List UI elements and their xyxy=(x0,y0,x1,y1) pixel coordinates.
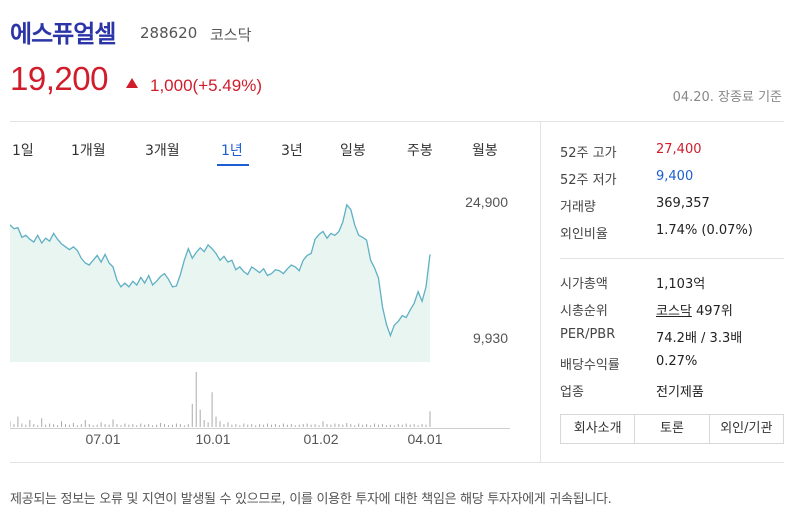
divider xyxy=(10,462,784,463)
info-label: 52주 고가 xyxy=(560,146,617,161)
info-label: 52주 저가 xyxy=(560,173,617,188)
tab-1month[interactable]: 1개월 xyxy=(71,143,106,159)
company-button-group: 회사소개 토론 외인/기관 xyxy=(560,414,784,444)
x-axis: 07.01 10.01 01.02 04.01 xyxy=(85,431,442,447)
info-row-52w-low: 52주 저가 9,400 xyxy=(560,169,790,189)
info-row-foreign: 외인비율 1.74% (0.07%) xyxy=(560,223,790,243)
info-row-52w-high: 52주 고가 27,400 xyxy=(560,142,790,162)
info-label: 배당수익률 xyxy=(560,358,620,373)
divider xyxy=(560,258,784,259)
x-tick-label: 01.02 xyxy=(303,431,338,447)
chart-baseline xyxy=(10,428,510,429)
stock-header: 에스퓨얼셀 288620 코스닥 19,200 1,000(+5.49%) 04… xyxy=(0,0,794,120)
info-row-sector: 업종 전기제품 xyxy=(560,381,790,401)
stock-code: 288620 xyxy=(140,24,198,42)
info-label: 거래량 xyxy=(560,200,596,215)
rank-market-link[interactable]: 코스닥 xyxy=(656,304,692,319)
info-label: 시가총액 xyxy=(560,277,608,292)
tab-daily[interactable]: 일봉 xyxy=(340,143,366,159)
divider xyxy=(540,122,541,462)
y-min-label: 9,930 xyxy=(473,330,508,346)
info-row-rank: 시총순위 코스닥 497위 xyxy=(560,300,790,320)
info-label: 업종 xyxy=(560,385,584,400)
stock-market: 코스닥 xyxy=(210,26,252,44)
foreign-institution-button[interactable]: 외인/기관 xyxy=(720,421,773,436)
tab-3month[interactable]: 3개월 xyxy=(145,143,180,159)
disclaimer-text: 제공되는 정보는 오류 및 지연이 발생될 수 있으므로, 이를 이용한 투자에… xyxy=(10,492,612,507)
sector-link[interactable]: 전기제품 xyxy=(656,385,704,400)
info-label: 시총순위 xyxy=(560,304,608,319)
price-change: 1,000(+5.49%) xyxy=(150,76,262,95)
info-label: PER/PBR xyxy=(560,327,616,342)
info-value: 1,103억 xyxy=(656,277,706,292)
tab-1day[interactable]: 1일 xyxy=(12,143,34,159)
info-value: 9,400 xyxy=(656,169,694,184)
tab-monthly[interactable]: 월봉 xyxy=(472,143,498,159)
x-tick-label: 04.01 xyxy=(407,431,442,447)
stock-name[interactable]: 에스퓨얼셀 xyxy=(10,20,116,48)
info-row-marketcap: 시가총액 1,103억 xyxy=(560,273,790,293)
active-tab-indicator xyxy=(217,164,249,166)
up-arrow-icon xyxy=(126,78,138,88)
rank-value: 497위 xyxy=(696,304,733,319)
tab-3year[interactable]: 3년 xyxy=(281,143,303,159)
company-info-button[interactable]: 회사소개 xyxy=(561,415,636,443)
info-value: 369,357 xyxy=(656,196,710,211)
tab-weekly[interactable]: 주봉 xyxy=(407,143,433,159)
x-tick-label: 07.01 xyxy=(85,431,120,447)
info-row-dividend: 배당수익률 0.27% xyxy=(560,354,790,374)
info-label: 외인비율 xyxy=(560,227,608,242)
x-tick-label: 10.01 xyxy=(195,431,230,447)
info-row-per-pbr: PER/PBR 74.2배 / 3.3배 xyxy=(560,327,790,347)
info-value: 74.2배 / 3.3배 xyxy=(656,331,743,346)
info-value: 27,400 xyxy=(656,142,702,157)
info-value: 코스닥 497위 xyxy=(656,300,733,319)
info-row-volume: 거래량 369,357 xyxy=(560,196,790,216)
price-area xyxy=(10,204,430,362)
info-value: 1.74% (0.07%) xyxy=(656,223,753,238)
info-value: 0.27% xyxy=(656,354,698,369)
divider xyxy=(10,121,784,122)
period-tabs: 1일 1개월 3개월 1년 3년 일봉 주봉 월봉 xyxy=(0,130,520,170)
price-chart[interactable]: 24,900 9,930 xyxy=(10,175,510,430)
y-max-label: 24,900 xyxy=(465,194,508,210)
current-price: 19,200 xyxy=(10,60,108,97)
price-line xyxy=(10,203,431,338)
tab-1year[interactable]: 1년 xyxy=(221,143,243,159)
close-note: 04.20. 장종료 기준 xyxy=(672,90,782,105)
discussion-button[interactable]: 토론 xyxy=(635,415,710,443)
